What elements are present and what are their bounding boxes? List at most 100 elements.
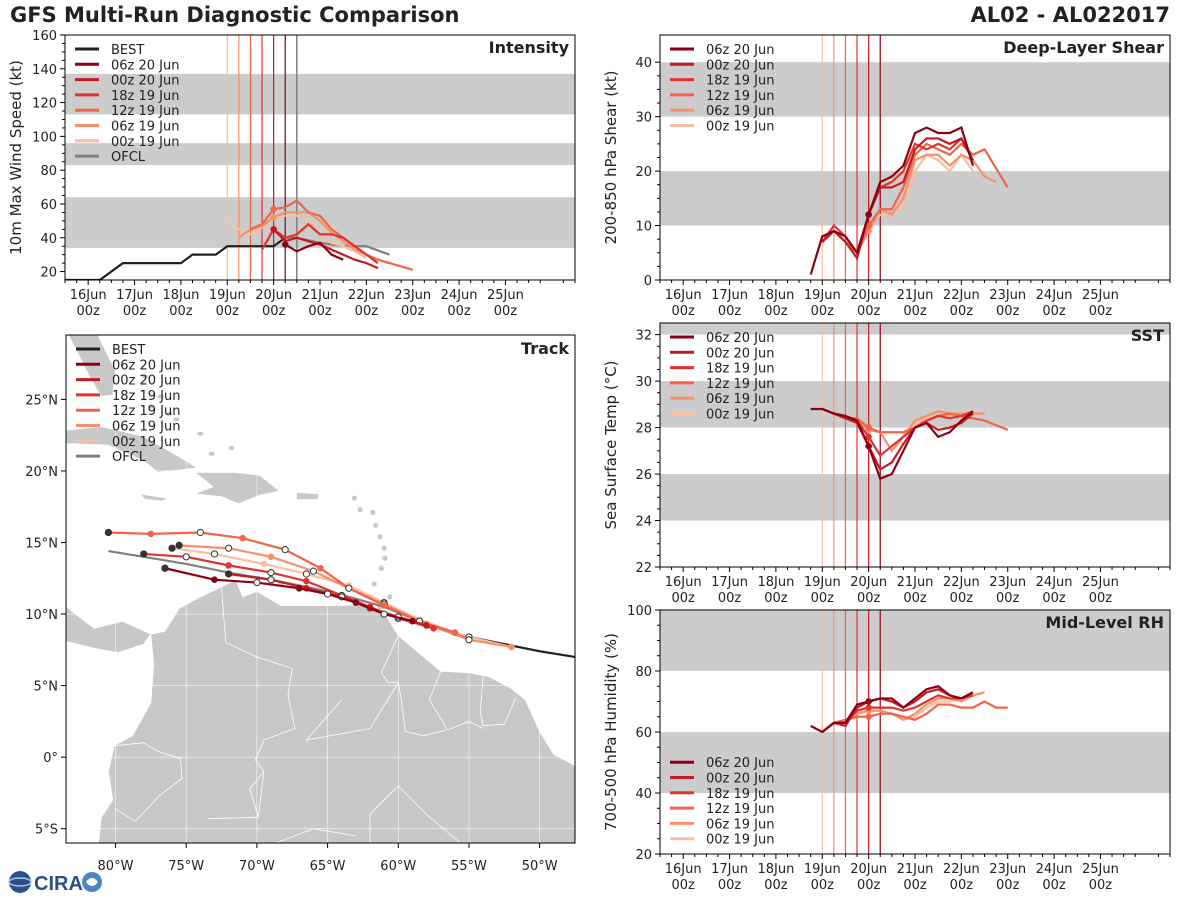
x-tick-label-hour: 00z <box>950 878 974 893</box>
x-tick-label-day: 18Jun <box>162 288 199 303</box>
legend-label: 06z 20 Jun <box>112 358 181 373</box>
x-tick-label-day: 16Jun <box>665 288 702 303</box>
series-line <box>226 214 367 259</box>
y-axis-label: 700-500 hPa Humidity (%) <box>602 633 620 831</box>
antilles-island <box>387 594 393 600</box>
x-tick-label-hour: 00z <box>76 304 100 319</box>
x-tick-label-day: 16Jun <box>70 288 107 303</box>
y-tick-label: 160 <box>32 29 57 44</box>
track-point <box>409 617 416 625</box>
shaded-band <box>65 73 575 115</box>
legend-label: 00z 20 Jun <box>111 74 180 89</box>
x-tick-label-day: 24Jun <box>441 288 478 303</box>
legend-label: 12z 19 Jun <box>706 377 775 392</box>
series-point <box>865 433 872 441</box>
x-tick-label-hour: 00z <box>903 878 927 893</box>
bahamas-island <box>157 394 164 399</box>
bahamas-island <box>147 404 154 409</box>
lat-tick-label: 5°N <box>34 680 59 695</box>
cuba-land <box>66 426 199 473</box>
cira-orbit-icon <box>8 877 32 887</box>
track-point <box>147 530 155 538</box>
legend-label: 06z 19 Jun <box>706 104 775 119</box>
x-tick-label-hour: 00z <box>764 591 788 606</box>
series-point <box>865 442 872 450</box>
y-tick-label: 40 <box>635 787 652 802</box>
track-point-open <box>224 544 233 552</box>
x-tick-label-day: 24Jun <box>1036 862 1073 877</box>
legend-label: 00z 19 Jun <box>706 833 775 848</box>
x-tick-label-day: 19Jun <box>804 288 841 303</box>
bahamas-island <box>208 451 215 456</box>
lat-tick-label: 10°N <box>25 608 58 623</box>
series-point <box>865 713 872 720</box>
x-tick-label-day: 20Jun <box>850 288 887 303</box>
track-end-point <box>104 528 113 537</box>
shaded-band <box>65 143 575 166</box>
x-tick-label-day: 16Jun <box>665 862 702 877</box>
country-border <box>428 671 484 731</box>
x-tick-label-day: 25Jun <box>1082 862 1119 877</box>
legend-label: 06z 19 Jun <box>111 120 180 135</box>
x-tick-label-hour: 00z <box>671 591 695 606</box>
track-point-open <box>210 550 219 558</box>
x-tick-label-hour: 00z <box>216 304 240 319</box>
chart-title: GFS Multi-Run Diagnostic Comparison <box>10 3 460 27</box>
central-america-land <box>66 605 152 654</box>
bahamas-island <box>173 417 180 422</box>
plot-area <box>660 323 1170 567</box>
track-point-open <box>309 567 318 575</box>
legend-label: 18z 19 Jun <box>111 89 180 104</box>
x-tick-label-day: 16Jun <box>665 575 702 590</box>
y-tick-label: 100 <box>32 130 57 145</box>
x-tick-label-day: 21Jun <box>897 288 934 303</box>
track-point-open <box>267 576 275 584</box>
y-tick-label: 20 <box>635 165 652 180</box>
panel-title: Intensity <box>489 38 570 57</box>
lon-tick-label: 60°W <box>380 859 416 874</box>
bahamas-island <box>142 374 149 379</box>
series-line <box>821 407 974 471</box>
y-tick-label: 0 <box>644 274 652 289</box>
series-point <box>270 214 277 221</box>
track-end-point <box>168 544 176 552</box>
x-tick-label-hour: 00z <box>996 591 1020 606</box>
series-line <box>272 228 379 270</box>
antilles-island <box>371 581 377 587</box>
series-point <box>865 698 872 705</box>
shaded-band <box>660 62 1170 117</box>
series-line <box>284 241 344 261</box>
antilles-island <box>351 495 358 501</box>
south-america-land <box>96 579 575 843</box>
country-border <box>479 676 516 727</box>
track-point-open <box>465 636 473 644</box>
legend-label: 12z 19 Jun <box>706 89 775 104</box>
legend-label: OFCL <box>112 450 147 465</box>
x-tick-label-day: 20Jun <box>850 862 887 877</box>
x-tick-label-day: 18Jun <box>757 862 794 877</box>
x-tick-label-hour: 00z <box>764 878 788 893</box>
x-tick-label-day: 25Jun <box>487 288 524 303</box>
legend-label: 12z 19 Jun <box>112 404 181 419</box>
legend-label: 12z 19 Jun <box>111 104 180 119</box>
plot-area <box>660 35 1170 280</box>
legend-label: 00z 20 Jun <box>112 374 181 389</box>
x-tick-label-hour: 00z <box>857 591 881 606</box>
series-line <box>810 407 974 481</box>
map-frame <box>65 334 576 844</box>
puerto-rico-land <box>296 491 320 500</box>
x-tick-label-day: 17Jun <box>116 288 153 303</box>
track-point-open <box>182 553 190 561</box>
x-tick-label-hour: 00z <box>857 304 881 319</box>
panel-title: SST <box>1131 326 1164 345</box>
x-tick-label-hour: 00z <box>811 304 835 319</box>
lat-tick-label: 0° <box>43 751 58 766</box>
y-tick-label: 28 <box>635 422 652 437</box>
x-tick-label-day: 25Jun <box>1082 575 1119 590</box>
lon-tick-label: 75°W <box>168 859 204 874</box>
panel-sst: 22242628303216Jun00z17Jun00z18Jun00z19Ju… <box>602 322 1171 606</box>
x-tick-label-hour: 00z <box>1089 304 1113 319</box>
series-point <box>270 205 277 213</box>
florida-land <box>67 335 116 397</box>
x-tick-label-day: 21Jun <box>897 862 934 877</box>
